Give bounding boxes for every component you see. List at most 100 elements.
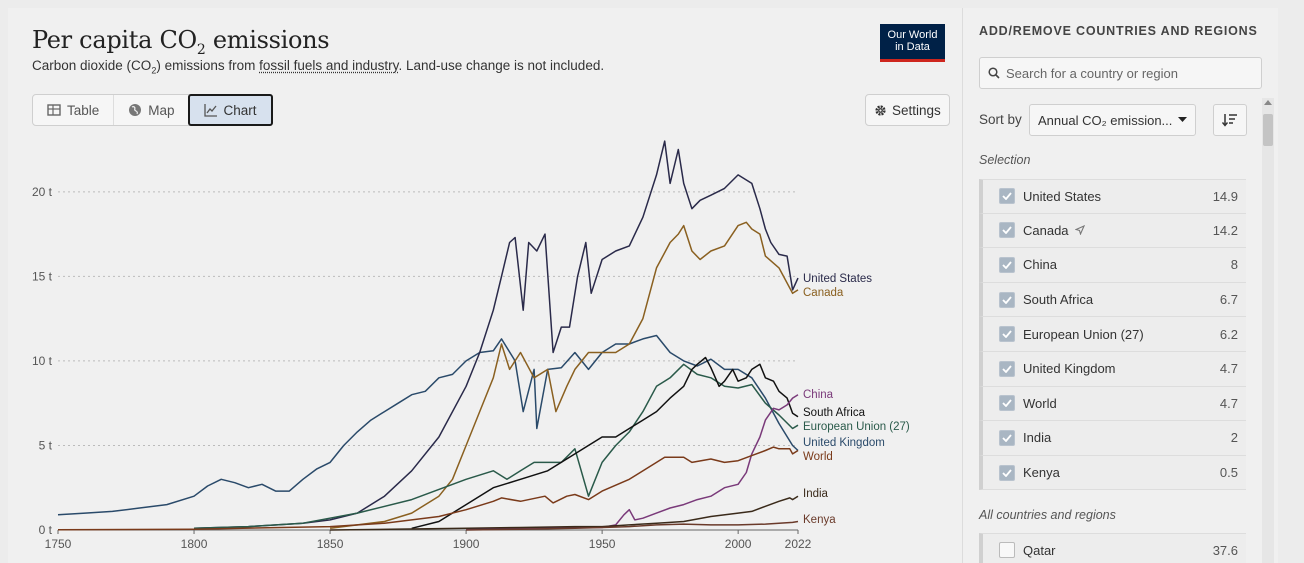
caret-down-icon (1178, 117, 1187, 122)
country-name: India (1023, 430, 1052, 446)
series-line-canada (330, 221, 799, 530)
sidebar: ADD/REMOVE COUNTRIES AND REGIONS Sort by… (962, 8, 1278, 563)
y-tick-label: 5 t (39, 438, 53, 452)
series-line-kenya (466, 520, 799, 531)
sort-select[interactable]: Annual CO₂ emission... (1029, 104, 1196, 136)
sidebar-heading: ADD/REMOVE COUNTRIES AND REGIONS (979, 24, 1258, 38)
checkbox-checked[interactable] (999, 360, 1015, 377)
settings-button[interactable]: Settings (865, 94, 950, 126)
check-icon (1002, 330, 1012, 339)
country-value: 8 (1230, 257, 1238, 273)
series-line-china (466, 394, 799, 530)
country-name: Kenya (1023, 465, 1060, 481)
x-tick-label: 1850 (317, 537, 344, 551)
sort-direction-button[interactable] (1213, 104, 1247, 136)
check-icon (1002, 296, 1012, 304)
country-name: United States (1023, 188, 1102, 204)
country-row-united-states[interactable]: United States 14.9 (979, 179, 1246, 214)
series-label-world: World (803, 451, 833, 463)
country-row-india[interactable]: India 2 (979, 421, 1246, 456)
check-icon (1002, 261, 1012, 269)
page-title: Per capita CO2 emissions (32, 26, 330, 58)
country-value: 14.9 (1212, 188, 1238, 204)
country-value: 37.6 (1212, 542, 1238, 558)
country-row-european-union-27[interactable]: European Union (27) 6.2 (979, 317, 1246, 352)
fossil-fuels-link[interactable]: fossil fuels and industry (259, 58, 399, 73)
checkbox-checked[interactable] (999, 222, 1015, 239)
country-row-china[interactable]: China 8 (979, 248, 1246, 283)
sort-label: Sort by (979, 112, 1022, 127)
page-subtitle: Carbon dioxide (CO2) emissions from foss… (32, 58, 605, 76)
globe-icon (129, 104, 142, 116)
search-input[interactable] (1006, 65, 1256, 81)
country-value: 6.7 (1219, 292, 1238, 308)
checkbox-checked[interactable] (999, 464, 1015, 481)
tab-chart[interactable]: Chart (187, 94, 273, 126)
country-name: South Africa (1023, 292, 1094, 308)
y-tick-label: 20 t (32, 185, 53, 199)
series-line-india (330, 495, 799, 531)
gear-icon (875, 104, 886, 116)
sidebar-scrollbar[interactable] (1262, 98, 1274, 563)
tab-table-label: Table (67, 102, 100, 118)
series-line-south-africa (411, 356, 799, 530)
country-row-world[interactable]: World 4.7 (979, 386, 1246, 422)
x-tick-label: 1800 (181, 537, 208, 551)
table-icon (47, 104, 61, 116)
country-name: United Kingdom (1023, 361, 1116, 377)
series-label-india: India (803, 488, 829, 500)
owid-logo[interactable]: Our World in Data (880, 24, 945, 62)
search-box[interactable] (979, 57, 1262, 89)
sort-descending-icon (1222, 114, 1237, 127)
scrollbar-thumb[interactable] (1263, 114, 1273, 146)
country-value: 6.2 (1219, 326, 1238, 342)
series-line-world (57, 446, 799, 531)
checkbox-checked[interactable] (999, 188, 1015, 205)
series-label-united-states: United States (803, 273, 872, 285)
x-tick-label: 1950 (589, 537, 616, 551)
search-icon (988, 67, 1000, 79)
series-label-united-kingdom: United Kingdom (803, 437, 885, 449)
tab-map[interactable]: Map (113, 95, 188, 125)
country-name: Canada (1023, 222, 1069, 238)
check-icon (1002, 399, 1012, 408)
all-countries-title: All countries and regions (979, 508, 1116, 522)
settings-label: Settings (892, 102, 941, 118)
selection-title: Selection (979, 153, 1031, 167)
checkbox-checked[interactable] (999, 429, 1015, 446)
country-value: 4.7 (1219, 395, 1238, 411)
country-value: 4.7 (1219, 361, 1238, 377)
country-row-kenya[interactable]: Kenya 0.5 (979, 455, 1246, 491)
series-label-kenya: Kenya (803, 514, 836, 526)
country-name: China (1023, 257, 1057, 273)
scroll-up-arrow[interactable] (1264, 100, 1272, 105)
country-row-canada[interactable]: Canada 14.2 (979, 213, 1246, 249)
location-arrow-icon (1074, 225, 1085, 236)
check-icon (1002, 468, 1012, 477)
country-name: Qatar (1023, 542, 1056, 558)
country-row-south-africa[interactable]: South Africa 6.7 (979, 282, 1246, 318)
series-line-united-states (193, 140, 799, 530)
country-row-united-kingdom[interactable]: United Kingdom 4.7 (979, 351, 1246, 387)
tab-map-label: Map (148, 102, 175, 118)
series-line-european-union-27 (193, 363, 799, 530)
checkbox-checked[interactable] (999, 256, 1015, 273)
country-value: 0.5 (1219, 465, 1238, 481)
tab-table[interactable]: Table (33, 95, 113, 125)
x-tick-label: 2022 (785, 537, 812, 551)
country-row-qatar[interactable]: Qatar 37.6 (979, 533, 1246, 563)
line-chart: 0 t 5 t 10 t 15 t 20 t 1750 1800 1850 1900 1950 20… (32, 140, 910, 551)
check-icon (1002, 192, 1012, 201)
country-name: European Union (27) (1023, 326, 1144, 342)
checkbox-checked[interactable] (999, 326, 1015, 343)
checkbox-checked[interactable] (999, 395, 1015, 412)
checkbox-checked[interactable] (999, 291, 1015, 308)
x-tick-label: 1750 (45, 537, 72, 551)
view-tabs: Table Map Chart (32, 94, 273, 126)
x-tick-label: 1900 (453, 537, 480, 551)
series-label-canada: Canada (803, 287, 844, 299)
checkbox-unchecked[interactable] (999, 542, 1015, 559)
series-label-south-africa: South Africa (803, 407, 866, 419)
country-value: 14.2 (1212, 222, 1238, 238)
series-label-china: China (803, 389, 834, 401)
